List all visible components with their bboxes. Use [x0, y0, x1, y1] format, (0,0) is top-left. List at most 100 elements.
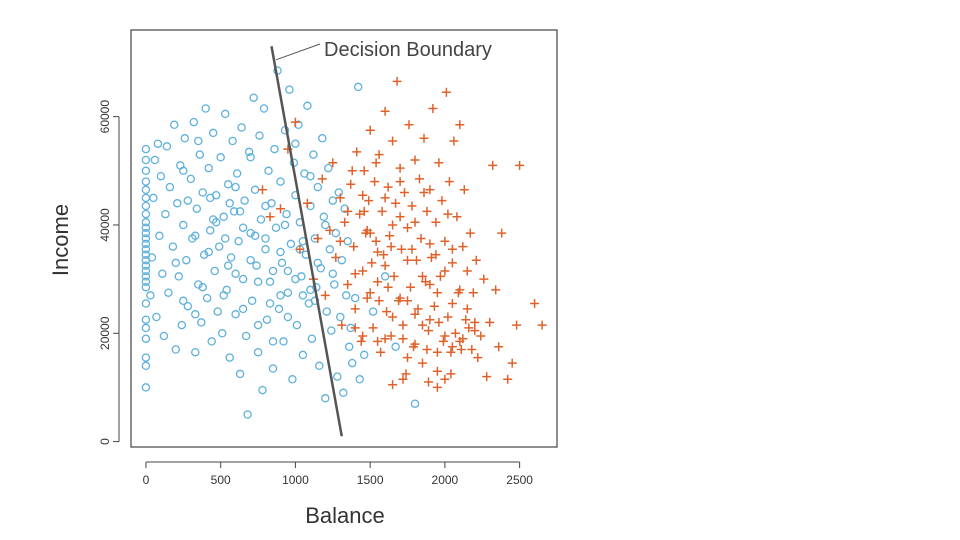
data-point-circle: [158, 269, 167, 278]
data-point-circle: [325, 245, 335, 254]
data-point-circle: [141, 209, 151, 219]
data-point-circle: [327, 326, 336, 335]
data-point-plus: [446, 347, 456, 357]
data-point-plus: [395, 163, 405, 173]
data-point-plus: [328, 158, 338, 168]
data-point-plus: [425, 185, 435, 195]
data-point-circle: [208, 215, 218, 224]
data-point-plus: [407, 244, 417, 254]
data-point-plus: [447, 342, 457, 352]
data-point-plus: [413, 304, 423, 314]
data-point-plus: [385, 231, 395, 241]
data-point-circle: [141, 239, 151, 249]
data-point-circle: [141, 245, 151, 254]
data-point-plus: [424, 377, 433, 387]
data-point-circle: [214, 242, 224, 251]
data-point-plus: [432, 366, 442, 376]
data-point-plus: [410, 155, 420, 165]
x-axis-title: Balance: [305, 503, 385, 528]
data-point-circle: [170, 120, 179, 130]
x-tick-label: 1500: [357, 473, 384, 487]
data-point-circle: [141, 223, 151, 232]
data-point-circle: [235, 369, 245, 379]
data-point-circle: [177, 320, 187, 330]
annotation-layer: Decision Boundary: [270, 39, 492, 437]
data-point-plus: [452, 212, 462, 222]
data-point-circle: [268, 364, 278, 373]
data-point-plus: [403, 255, 412, 265]
data-point-circle: [156, 171, 166, 181]
data-point-plus: [365, 125, 375, 135]
data-point-plus: [473, 353, 483, 363]
data-point-circle: [201, 104, 210, 113]
data-point-circle: [277, 258, 287, 268]
data-point-circle: [246, 228, 255, 238]
data-point-circle: [204, 163, 213, 173]
data-point-circle: [141, 185, 151, 195]
data-point-plus: [377, 206, 387, 216]
data-point-plus: [302, 198, 312, 208]
data-point-circle: [194, 280, 203, 289]
data-point-circle: [207, 337, 216, 346]
data-point-circle: [183, 196, 193, 205]
data-point-circle: [334, 188, 344, 197]
data-point-plus: [456, 345, 466, 354]
data-point-circle: [147, 253, 157, 262]
x-tick-label: 2000: [432, 473, 459, 487]
data-point-plus: [410, 217, 420, 227]
data-point-plus: [479, 274, 489, 284]
data-point-circle: [253, 320, 263, 330]
data-point-circle: [283, 312, 293, 322]
data-point-circle: [298, 291, 308, 300]
data-point-plus: [530, 299, 540, 308]
data-point-plus: [404, 120, 414, 130]
data-point-plus: [362, 225, 372, 235]
data-point-circle: [315, 361, 324, 371]
data-point-plus: [373, 247, 383, 257]
data-point-plus: [446, 369, 456, 379]
data-point-circle: [268, 266, 278, 276]
data-point-circle: [141, 282, 151, 292]
data-point-plus: [497, 228, 507, 238]
data-point-plus: [325, 225, 335, 235]
data-point-circle: [256, 215, 266, 224]
data-point-plus: [450, 328, 460, 338]
data-point-circle: [253, 347, 263, 357]
data-point-circle: [141, 228, 151, 238]
data-point-circle: [328, 196, 338, 205]
data-point-plus: [403, 296, 412, 306]
data-point-plus: [350, 269, 360, 279]
data-point-circle: [291, 274, 300, 284]
data-point-plus: [376, 347, 386, 357]
data-point-plus: [418, 271, 427, 281]
data-point-plus: [386, 331, 396, 341]
data-point-plus: [350, 304, 360, 314]
data-point-circle: [141, 201, 151, 211]
data-point-circle: [271, 223, 281, 232]
data-point-plus: [434, 158, 444, 168]
data-point-plus: [335, 236, 345, 246]
data-point-circle: [189, 117, 199, 127]
data-point-plus: [507, 358, 517, 368]
data-point-circle: [253, 277, 263, 287]
data-point-plus: [465, 228, 475, 238]
data-point-circle: [343, 236, 352, 246]
data-point-plus: [365, 288, 375, 298]
data-point-plus: [371, 236, 381, 246]
data-point-plus: [425, 280, 435, 289]
data-point-plus: [468, 288, 478, 298]
points-layer: [141, 66, 547, 419]
data-point-plus: [485, 317, 495, 327]
data-point-circle: [171, 258, 181, 268]
data-point-plus: [388, 380, 398, 390]
data-point-plus: [340, 217, 350, 227]
data-point-circle: [258, 385, 267, 395]
data-point-circle: [141, 193, 151, 203]
data-point-circle: [204, 247, 213, 257]
data-point-plus: [395, 293, 405, 303]
data-point-plus: [449, 136, 459, 146]
data-point-plus: [455, 285, 465, 295]
data-point-plus: [441, 87, 451, 97]
data-point-plus: [406, 282, 415, 292]
data-point-circle: [261, 201, 270, 211]
